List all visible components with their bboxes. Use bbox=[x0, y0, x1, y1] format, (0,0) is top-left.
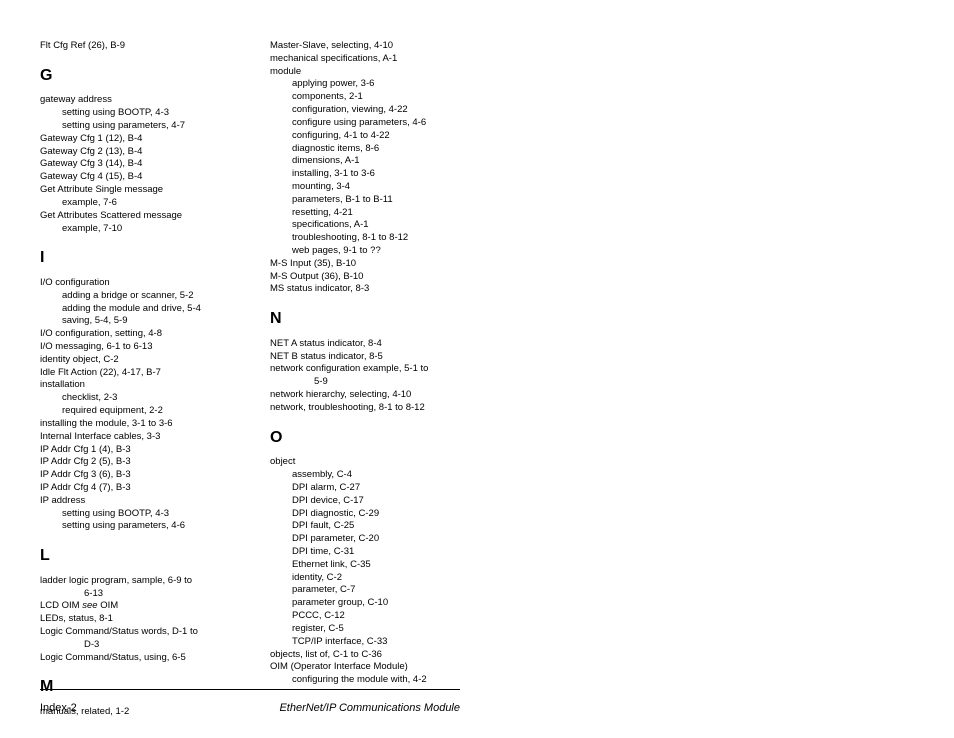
footer-divider bbox=[40, 689, 460, 690]
index-column-1: Flt Cfg Ref (26), B-9Ggateway addressset… bbox=[40, 40, 240, 719]
index-entry: D-3 bbox=[40, 639, 240, 652]
index-entry: 6-13 bbox=[40, 588, 240, 601]
index-letter-heading: L bbox=[40, 545, 240, 567]
index-letter-heading: M bbox=[40, 676, 240, 698]
index-entry: diagnostic items, 8-6 bbox=[270, 143, 480, 156]
index-entry: network configuration example, 5-1 to bbox=[270, 363, 480, 376]
index-entry: 5-9 bbox=[270, 376, 480, 389]
index-entry: Gateway Cfg 1 (12), B-4 bbox=[40, 133, 240, 146]
index-entry: DPI alarm, C-27 bbox=[270, 482, 480, 495]
index-entry: NET A status indicator, 8-4 bbox=[270, 338, 480, 351]
index-entry: identity object, C-2 bbox=[40, 354, 240, 367]
index-entry: network, troubleshooting, 8-1 to 8-12 bbox=[270, 402, 480, 415]
index-entry: specifications, A-1 bbox=[270, 219, 480, 232]
index-letter-heading: N bbox=[270, 308, 480, 330]
index-entry: DPI device, C-17 bbox=[270, 495, 480, 508]
index-entry: configuration, viewing, 4-22 bbox=[270, 104, 480, 117]
index-entry: applying power, 3-6 bbox=[270, 78, 480, 91]
index-entry: Flt Cfg Ref (26), B-9 bbox=[40, 40, 240, 53]
index-entry: register, C-5 bbox=[270, 623, 480, 636]
index-entry: module bbox=[270, 66, 480, 79]
index-entry: parameter group, C-10 bbox=[270, 597, 480, 610]
index-entry: required equipment, 2-2 bbox=[40, 405, 240, 418]
index-entry: setting using parameters, 4-7 bbox=[40, 120, 240, 133]
index-entry: adding the module and drive, 5-4 bbox=[40, 303, 240, 316]
index-entry: mechanical specifications, A-1 bbox=[270, 53, 480, 66]
index-entry: objects, list of, C-1 to C-36 bbox=[270, 649, 480, 662]
index-entry: mounting, 3-4 bbox=[270, 181, 480, 194]
index-entry: Get Attributes Scattered message bbox=[40, 210, 240, 223]
index-letter-heading: I bbox=[40, 247, 240, 269]
index-entry: I/O messaging, 6-1 to 6-13 bbox=[40, 341, 240, 354]
index-entry: parameters, B-1 to B-11 bbox=[270, 194, 480, 207]
index-entry: setting using BOOTP, 4-3 bbox=[40, 508, 240, 521]
page-number: Index-2 bbox=[40, 702, 77, 714]
index-entry: adding a bridge or scanner, 5-2 bbox=[40, 290, 240, 303]
index-entry: parameter, C-7 bbox=[270, 584, 480, 597]
index-entry: DPI diagnostic, C-29 bbox=[270, 508, 480, 521]
index-entry: Logic Command/Status, using, 6-5 bbox=[40, 652, 240, 665]
index-entry: Ethernet link, C-35 bbox=[270, 559, 480, 572]
index-entry: assembly, C-4 bbox=[270, 469, 480, 482]
index-entry: NET B status indicator, 8-5 bbox=[270, 351, 480, 364]
index-entry: IP address bbox=[40, 495, 240, 508]
index-entry: DPI fault, C-25 bbox=[270, 520, 480, 533]
index-entry: network hierarchy, selecting, 4-10 bbox=[270, 389, 480, 402]
index-entry: M-S Output (36), B-10 bbox=[270, 271, 480, 284]
index-entry: Logic Command/Status words, D-1 to bbox=[40, 626, 240, 639]
index-entry: identity, C-2 bbox=[270, 572, 480, 585]
page-footer: Index-2 EtherNet/IP Communications Modul… bbox=[40, 702, 460, 714]
index-entry: Gateway Cfg 2 (13), B-4 bbox=[40, 146, 240, 159]
index-entry: Gateway Cfg 3 (14), B-4 bbox=[40, 158, 240, 171]
index-entry: Get Attribute Single message bbox=[40, 184, 240, 197]
index-entry: resetting, 4-21 bbox=[270, 207, 480, 220]
index-entry: PCCC, C-12 bbox=[270, 610, 480, 623]
index-entry: MS status indicator, 8-3 bbox=[270, 283, 480, 296]
index-columns: Flt Cfg Ref (26), B-9Ggateway addressset… bbox=[40, 40, 914, 719]
index-letter-heading: G bbox=[40, 65, 240, 87]
index-entry: configure using parameters, 4-6 bbox=[270, 117, 480, 130]
index-entry: installation bbox=[40, 379, 240, 392]
index-column-2: Master-Slave, selecting, 4-10mechanical … bbox=[270, 40, 480, 719]
index-entry: checklist, 2-3 bbox=[40, 392, 240, 405]
index-entry: IP Addr Cfg 2 (5), B-3 bbox=[40, 456, 240, 469]
index-entry: I/O configuration, setting, 4-8 bbox=[40, 328, 240, 341]
index-entry: I/O configuration bbox=[40, 277, 240, 290]
index-entry: Gateway Cfg 4 (15), B-4 bbox=[40, 171, 240, 184]
index-page: Flt Cfg Ref (26), B-9Ggateway addressset… bbox=[0, 0, 954, 738]
index-entry: Master-Slave, selecting, 4-10 bbox=[270, 40, 480, 53]
index-entry: LEDs, status, 8-1 bbox=[40, 613, 240, 626]
index-entry: TCP/IP interface, C-33 bbox=[270, 636, 480, 649]
index-entry: dimensions, A-1 bbox=[270, 155, 480, 168]
index-entry: LCD OIM see OIM bbox=[40, 600, 240, 613]
index-entry: saving, 5-4, 5-9 bbox=[40, 315, 240, 328]
index-entry: object bbox=[270, 456, 480, 469]
index-entry: DPI time, C-31 bbox=[270, 546, 480, 559]
doc-title: EtherNet/IP Communications Module bbox=[279, 702, 460, 714]
index-entry: configuring the module with, 4-2 bbox=[270, 674, 480, 687]
index-entry: installing the module, 3-1 to 3-6 bbox=[40, 418, 240, 431]
index-entry: Idle Flt Action (22), 4-17, B-7 bbox=[40, 367, 240, 380]
index-entry: example, 7-10 bbox=[40, 223, 240, 236]
index-entry: configuring, 4-1 to 4-22 bbox=[270, 130, 480, 143]
index-entry: troubleshooting, 8-1 to 8-12 bbox=[270, 232, 480, 245]
index-entry: gateway address bbox=[40, 94, 240, 107]
index-letter-heading: O bbox=[270, 427, 480, 449]
index-entry: IP Addr Cfg 1 (4), B-3 bbox=[40, 444, 240, 457]
index-entry: M-S Input (35), B-10 bbox=[270, 258, 480, 271]
index-entry: Internal Interface cables, 3-3 bbox=[40, 431, 240, 444]
index-entry: OIM (Operator Interface Module) bbox=[270, 661, 480, 674]
index-entry: installing, 3-1 to 3-6 bbox=[270, 168, 480, 181]
index-entry: setting using BOOTP, 4-3 bbox=[40, 107, 240, 120]
index-entry: DPI parameter, C-20 bbox=[270, 533, 480, 546]
index-entry: setting using parameters, 4-6 bbox=[40, 520, 240, 533]
index-entry: example, 7-6 bbox=[40, 197, 240, 210]
index-entry: ladder logic program, sample, 6-9 to bbox=[40, 575, 240, 588]
index-entry: IP Addr Cfg 4 (7), B-3 bbox=[40, 482, 240, 495]
index-entry: web pages, 9-1 to ?? bbox=[270, 245, 480, 258]
index-entry: IP Addr Cfg 3 (6), B-3 bbox=[40, 469, 240, 482]
index-entry: components, 2-1 bbox=[270, 91, 480, 104]
